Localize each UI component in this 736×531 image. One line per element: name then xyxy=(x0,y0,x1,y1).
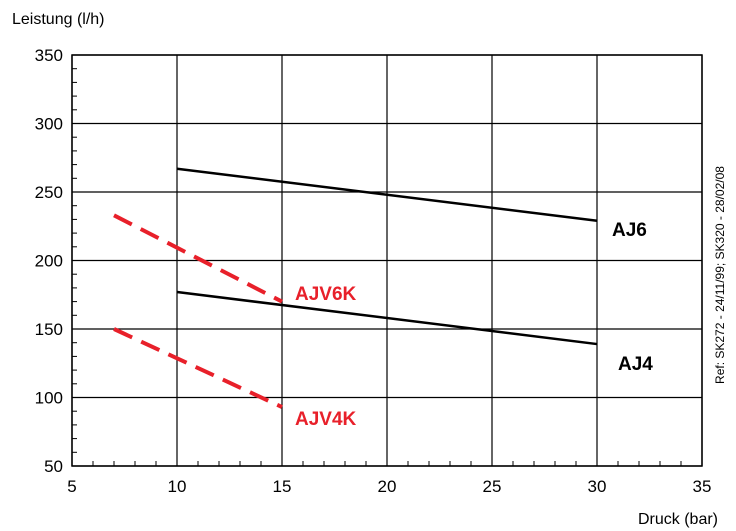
reference-note: Ref: SK272 - 24/11/99; SK320 - 28/02/08 xyxy=(713,166,727,384)
y-tick-label-100: 100 xyxy=(35,389,63,408)
minor-ticks xyxy=(72,68,682,466)
series-label-ajv6k: AJV6K xyxy=(295,284,357,305)
series-line-ajv4k xyxy=(113,327,283,409)
series-label-ajv4k: AJV4K xyxy=(295,409,357,430)
y-tick-label-350: 350 xyxy=(35,46,63,65)
x-tick-label-30: 30 xyxy=(588,477,607,496)
x-axis-ticks: 5 10 15 20 25 30 35 xyxy=(67,477,711,496)
x-tick-label-10: 10 xyxy=(168,477,187,496)
y-tick-label-50: 50 xyxy=(44,457,63,476)
series-label-aj4: AJ4 xyxy=(618,354,653,375)
x-tick-label-5: 5 xyxy=(67,477,76,496)
x-tick-label-15: 15 xyxy=(273,477,292,496)
series-label-aj6: AJ6 xyxy=(612,220,647,241)
x-tick-label-35: 35 xyxy=(693,477,712,496)
y-tick-label-250: 250 xyxy=(35,183,63,202)
series-lines xyxy=(113,167,598,409)
series-line-aj6 xyxy=(176,167,598,223)
plot-frame xyxy=(71,54,703,467)
x-axis-title: Druck (bar) xyxy=(638,511,718,528)
y-tick-label-150: 150 xyxy=(35,320,63,339)
grid xyxy=(71,54,703,467)
y-tick-label-200: 200 xyxy=(35,252,63,271)
series-labels: AJ6 AJ4 AJV6K AJV4K xyxy=(295,220,653,430)
y-tick-label-300: 300 xyxy=(35,115,63,134)
series-line-ajv6k xyxy=(113,213,283,304)
x-tick-label-25: 25 xyxy=(483,477,502,496)
x-tick-label-20: 20 xyxy=(378,477,397,496)
y-axis-title: Leistung (l/h) xyxy=(12,11,105,28)
series-line-aj4 xyxy=(176,290,598,346)
y-axis-ticks: 50 100 150 200 250 300 350 xyxy=(35,46,63,476)
